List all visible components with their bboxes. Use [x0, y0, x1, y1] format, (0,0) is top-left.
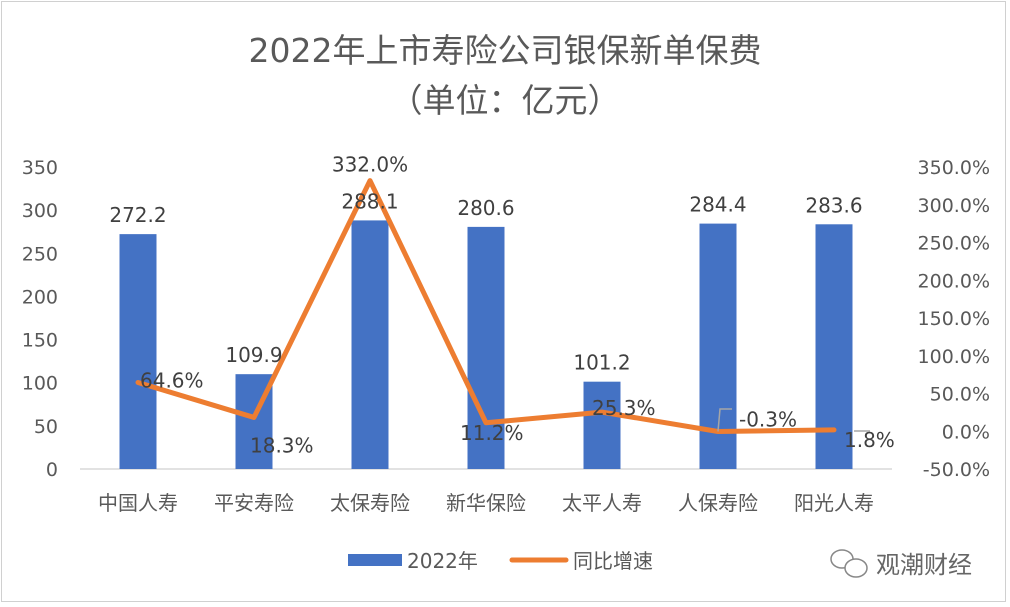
y-right-tick-label: 150.0% [918, 308, 990, 330]
bar-data-label: 284.4 [689, 193, 746, 217]
line-data-label: 25.3% [592, 396, 656, 420]
category-label: 阳光人寿 [794, 491, 874, 515]
line-data-label: 332.0% [332, 153, 408, 177]
bar-data-label: 101.2 [573, 351, 630, 375]
leader-line [717, 408, 732, 432]
y-right-tick-label: 50.0% [930, 384, 990, 406]
y-left-tick-label: 200 [22, 286, 58, 308]
category-label: 太保寿险 [330, 491, 410, 515]
chart-title: 2022年上市寿险公司银保新单保费 [249, 31, 762, 70]
y-right-tick-label: 0.0% [942, 421, 990, 443]
bar-data-label: 280.6 [457, 196, 514, 220]
x-axis: 中国人寿 平安寿险 太保寿险 新华保险 太平人寿 人保寿险 阳光人寿 [98, 491, 874, 515]
legend-line-label: 同比增速 [573, 549, 653, 573]
y-left-tick-label: 150 [22, 330, 58, 352]
bar-data-label: 288.1 [341, 189, 398, 213]
y-right-tick-label: 250.0% [918, 233, 990, 255]
bar-中国人寿 [119, 234, 157, 469]
bar-data-label: 283.6 [805, 193, 862, 217]
y-right-tick-label: 300.0% [918, 195, 990, 217]
y-left-tick-label: 50 [34, 416, 58, 438]
y-left-tick-label: 350 [22, 157, 58, 179]
y-right-tick-label: 100.0% [918, 346, 990, 368]
legend: 2022年 同比增速 [348, 549, 653, 573]
category-label: 太平人寿 [562, 491, 642, 515]
y-left-tick-label: 100 [22, 373, 58, 395]
category-label: 人保寿险 [678, 491, 758, 515]
y-right-tick-label: 200.0% [918, 270, 990, 292]
legend-bar-label: 2022年 [407, 549, 478, 573]
y-left-tick-label: 250 [22, 243, 58, 265]
y-right-tick-label: -50.0% [923, 459, 990, 481]
y-right-tick-label: 350.0% [918, 157, 990, 179]
category-label: 中国人寿 [98, 491, 178, 515]
watermark-text: 观潮财经 [876, 551, 972, 579]
line-data-label: -0.3% [739, 407, 797, 431]
bar-太平人寿 [583, 381, 621, 469]
bar-series [119, 220, 853, 469]
wechat-icon [830, 549, 868, 578]
bar-data-label: 109.9 [225, 343, 282, 367]
line-data-label: 11.2% [460, 421, 524, 445]
category-label: 平安寿险 [214, 491, 294, 515]
y-left-axis: 0 50 100 150 200 250 300 350 [22, 157, 58, 481]
line-data-label: 64.6% [140, 368, 204, 392]
bar-太保寿险 [351, 220, 389, 469]
line-data-label: 18.3% [250, 433, 314, 457]
data-labels: 272.2 109.9 288.1 280.6 101.2 284.4 283.6 64.6%… [109, 153, 894, 458]
bar-data-label: 272.2 [109, 203, 166, 227]
category-label: 新华保险 [446, 491, 526, 515]
chart-subtitle: （单位：亿元） [390, 81, 621, 120]
line-data-label: 1.8% [844, 428, 895, 452]
y-right-axis: -50.0% 0.0% 50.0% 100.0% 150.0% 200.0% 250.0% 3… [918, 157, 990, 481]
y-left-tick-label: 300 [22, 200, 58, 222]
watermark: 观潮财经 [830, 549, 972, 579]
bar-新华保险 [467, 226, 505, 469]
y-left-tick-label: 0 [46, 459, 58, 481]
legend-bar-swatch [348, 554, 402, 566]
